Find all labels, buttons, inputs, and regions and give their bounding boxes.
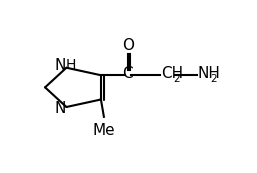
- Text: 2: 2: [210, 74, 217, 84]
- Text: N: N: [54, 58, 66, 72]
- Text: 2: 2: [173, 74, 180, 84]
- Text: N: N: [54, 101, 66, 116]
- Text: O: O: [122, 38, 134, 53]
- Text: Me: Me: [93, 124, 115, 138]
- Text: H: H: [66, 58, 76, 72]
- Text: NH: NH: [198, 66, 221, 81]
- Text: CH: CH: [161, 66, 183, 81]
- Text: C: C: [123, 66, 133, 81]
